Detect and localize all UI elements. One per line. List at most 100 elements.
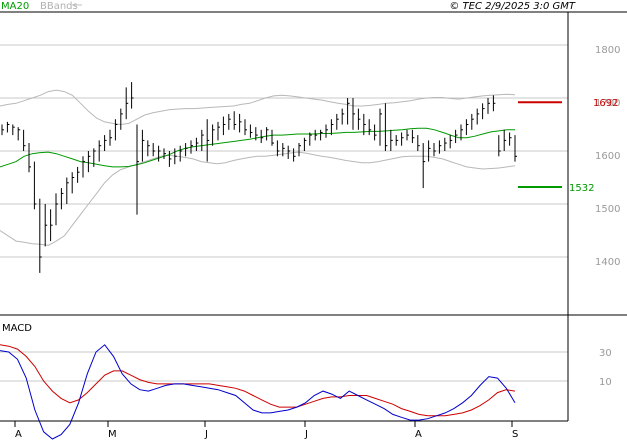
macd-tick-label: 10 bbox=[599, 377, 612, 388]
price-bar bbox=[282, 143, 285, 157]
price-bar bbox=[276, 140, 280, 157]
price-bar bbox=[271, 129, 274, 146]
price-bar bbox=[114, 119, 118, 141]
price-bar bbox=[212, 124, 215, 146]
price-bar bbox=[503, 129, 507, 151]
macd-tick-label: 30 bbox=[599, 348, 612, 359]
price-bar bbox=[12, 124, 15, 136]
price-bar bbox=[293, 148, 296, 162]
price-bar bbox=[120, 108, 123, 130]
price-bar bbox=[98, 140, 102, 162]
price-bar bbox=[455, 129, 458, 144]
price-bar bbox=[87, 151, 91, 173]
price-bars bbox=[1, 82, 517, 273]
price-bar bbox=[444, 137, 447, 151]
time-tick-label: M bbox=[108, 429, 117, 440]
macd-gridlines bbox=[0, 351, 568, 382]
price-bar bbox=[66, 177, 69, 204]
price-tick-label: 1400 bbox=[595, 257, 620, 268]
price-bar bbox=[249, 124, 253, 138]
price-bar bbox=[298, 143, 301, 157]
price-bar bbox=[352, 98, 355, 130]
price-bar bbox=[487, 98, 490, 114]
price-tick-label: 1800 bbox=[595, 45, 620, 56]
price-bar bbox=[44, 204, 48, 247]
price-bar bbox=[320, 129, 323, 141]
price-bar bbox=[260, 129, 264, 144]
price-bar bbox=[460, 124, 463, 141]
macd-line bbox=[0, 344, 516, 440]
price-bar bbox=[303, 137, 307, 151]
price-bar bbox=[131, 82, 134, 109]
time-tick-label: A bbox=[15, 429, 22, 440]
price-bar bbox=[266, 127, 269, 141]
resistance-level-label: 1692 bbox=[593, 98, 618, 109]
price-bar bbox=[55, 193, 58, 226]
price-bar bbox=[309, 132, 312, 146]
price-bar bbox=[109, 129, 112, 146]
price-bar bbox=[244, 119, 247, 136]
price-bar bbox=[39, 198, 42, 273]
price-bar bbox=[428, 140, 431, 162]
price-bar bbox=[411, 129, 415, 144]
price-bar bbox=[325, 124, 328, 138]
price-bar bbox=[384, 103, 388, 151]
price-bar bbox=[336, 113, 339, 130]
price-bar bbox=[357, 108, 361, 130]
copyright-notice: © TEC 2/9/2025 3:0 GMT bbox=[449, 1, 576, 12]
time-axis-labels: A M J J A S bbox=[14, 421, 518, 440]
price-bar bbox=[433, 143, 436, 157]
macd-axis-labels: 30 10 bbox=[599, 348, 612, 388]
ma20-legend-label: MA20 bbox=[1, 1, 29, 12]
price-bar bbox=[401, 132, 404, 146]
price-bar bbox=[222, 116, 226, 136]
bbands-legend-label: BBands bbox=[40, 1, 78, 12]
price-bar bbox=[50, 209, 53, 242]
price-bar bbox=[158, 145, 161, 162]
price-bar bbox=[217, 121, 220, 141]
bbands-upper-line bbox=[0, 89, 516, 126]
price-tick-label: 1700 bbox=[595, 98, 620, 109]
price-bar bbox=[498, 135, 501, 157]
price-bar bbox=[17, 127, 21, 141]
price-bar bbox=[255, 127, 258, 141]
price-gridlines bbox=[0, 44, 568, 258]
price-bar bbox=[341, 108, 345, 125]
price-bar bbox=[82, 156, 85, 178]
ma20-line bbox=[0, 127, 515, 168]
price-bar bbox=[514, 135, 517, 162]
price-bar bbox=[314, 129, 318, 141]
price-bar bbox=[406, 129, 409, 141]
price-bar bbox=[471, 113, 474, 130]
price-bar bbox=[23, 129, 26, 151]
time-tick-label: S bbox=[512, 429, 518, 440]
price-bar bbox=[395, 135, 399, 146]
price-bar bbox=[201, 129, 204, 151]
price-bar bbox=[60, 188, 64, 210]
price-tick-label: 1600 bbox=[595, 151, 620, 162]
price-bar bbox=[492, 95, 496, 112]
price-tick-label: 1500 bbox=[595, 204, 620, 215]
price-bar bbox=[28, 143, 31, 173]
price-bar bbox=[368, 119, 372, 136]
price-bar bbox=[163, 148, 166, 159]
price-bar bbox=[93, 148, 96, 167]
time-tick-label: J bbox=[304, 429, 308, 440]
price-bar bbox=[390, 129, 393, 151]
price-bar bbox=[438, 140, 442, 154]
price-bar bbox=[233, 111, 237, 130]
price-bar bbox=[136, 124, 139, 215]
price-bar bbox=[195, 137, 199, 151]
macd-title: MACD bbox=[2, 323, 32, 334]
price-bar bbox=[417, 135, 420, 151]
time-tick-label: J bbox=[204, 429, 208, 440]
price-bar bbox=[152, 143, 156, 157]
price-bar bbox=[33, 161, 37, 210]
price-bar bbox=[179, 145, 183, 162]
price-bar bbox=[374, 124, 377, 141]
price-bar bbox=[379, 108, 382, 146]
price-bar bbox=[228, 113, 231, 130]
price-bar bbox=[363, 113, 366, 136]
price-bar bbox=[449, 135, 453, 149]
